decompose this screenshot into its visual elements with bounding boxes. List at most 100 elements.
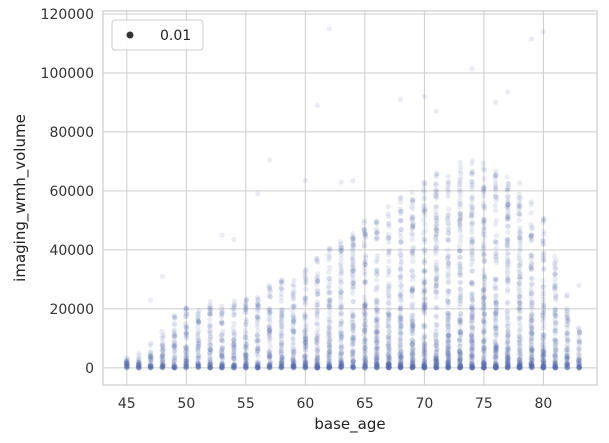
data-point (291, 304, 297, 310)
data-point (350, 235, 356, 242)
data-point (290, 292, 296, 299)
data-point (171, 344, 177, 350)
data-point (338, 318, 344, 324)
data-point (529, 253, 535, 259)
data-point (349, 290, 355, 296)
data-point (552, 306, 558, 312)
data-point (517, 263, 523, 269)
data-point (254, 294, 260, 300)
data-point (254, 363, 260, 369)
data-point (220, 328, 226, 334)
data-point (302, 347, 309, 353)
data-point (172, 314, 178, 320)
data-point (255, 364, 261, 370)
data-point (172, 363, 178, 369)
data-point (409, 287, 415, 293)
data-point (243, 364, 249, 371)
data-point (243, 360, 249, 366)
data-point (302, 330, 308, 336)
data-point (326, 361, 332, 367)
data-point (338, 360, 344, 366)
data-point (290, 308, 296, 314)
data-point (208, 361, 214, 367)
data-point (160, 346, 166, 352)
outlier-point (159, 273, 166, 280)
data-point (279, 312, 285, 318)
data-point (279, 355, 285, 361)
data-point (480, 267, 486, 273)
data-point (255, 346, 261, 352)
data-point (338, 363, 344, 369)
data-point (231, 353, 237, 359)
data-point (267, 353, 273, 359)
data-point (207, 365, 213, 371)
data-point (254, 338, 260, 344)
data-point (349, 268, 356, 274)
data-point (231, 331, 237, 338)
data-point (338, 247, 344, 253)
data-point (242, 328, 249, 334)
data-point (219, 338, 225, 344)
x-tick-label: 45 (118, 396, 136, 412)
outlier-point (540, 29, 547, 35)
data-point (195, 320, 202, 326)
data-point (231, 312, 237, 318)
data-point (266, 323, 272, 329)
data-point (208, 365, 214, 371)
data-point (267, 327, 273, 333)
data-point (267, 326, 273, 332)
data-point (242, 334, 248, 341)
data-point (124, 365, 130, 371)
data-point (124, 361, 131, 367)
data-point (219, 364, 225, 370)
data-point (183, 365, 189, 371)
data-point (183, 351, 189, 357)
data-point (326, 328, 332, 334)
data-point (517, 274, 523, 280)
data-point (183, 349, 189, 355)
data-point (338, 280, 345, 286)
data-point (206, 362, 213, 368)
data-point (266, 311, 272, 317)
data-point (445, 316, 451, 322)
data-point (457, 314, 463, 320)
data-point (159, 341, 165, 348)
data-point (338, 359, 344, 365)
data-point (457, 350, 463, 356)
outlier-point (398, 96, 404, 103)
data-point (290, 364, 297, 370)
outlier-point (576, 282, 582, 288)
data-point (219, 357, 225, 363)
data-point (505, 347, 511, 353)
data-point (493, 318, 499, 324)
data-point (456, 337, 462, 343)
data-point (148, 364, 154, 370)
data-point (422, 222, 428, 228)
data-point (505, 323, 511, 329)
data-point (457, 301, 464, 307)
data-point (172, 315, 178, 321)
data-point (243, 364, 249, 370)
data-point (302, 333, 308, 339)
data-point (528, 201, 535, 207)
data-point (171, 348, 178, 354)
data-point (541, 291, 547, 297)
data-point (410, 244, 416, 251)
data-point (337, 271, 343, 277)
data-point (183, 305, 189, 311)
data-point (231, 365, 237, 371)
data-point (456, 247, 462, 253)
data-point (386, 324, 392, 330)
data-point (279, 354, 285, 360)
data-point (337, 321, 343, 327)
legend-marker-icon (126, 31, 134, 39)
data-point (315, 364, 321, 370)
data-point (124, 360, 130, 366)
outlier-point (148, 297, 154, 303)
data-point (267, 288, 273, 294)
data-point (290, 326, 296, 332)
data-point (123, 362, 129, 368)
data-point (469, 298, 475, 304)
data-point (327, 319, 333, 325)
data-point (291, 365, 297, 371)
